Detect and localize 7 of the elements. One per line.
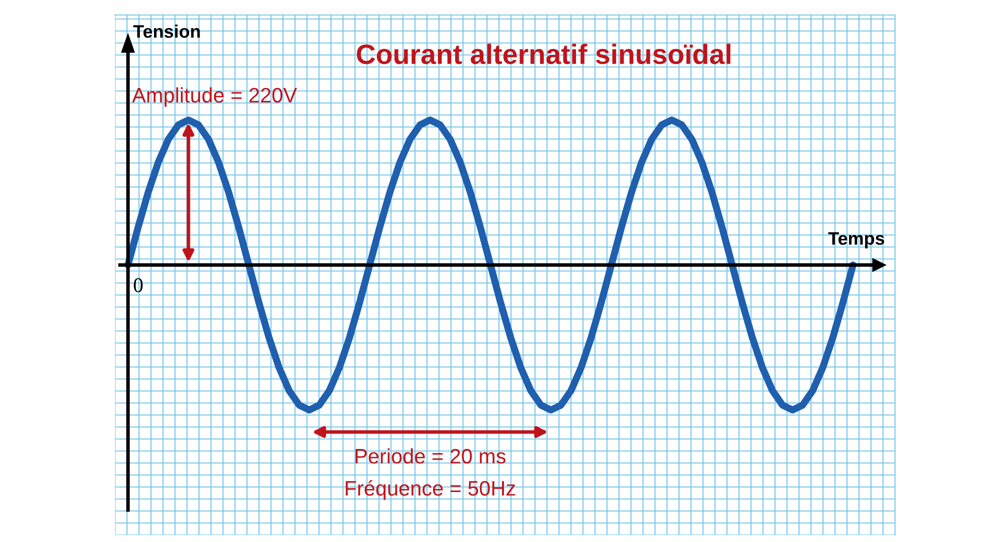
text: Periode = 20 ms — [356, 448, 506, 464]
chart-title: Courant alternatif sinusoïdal — [356, 44, 730, 64]
annotation: 0 — [134, 278, 143, 292]
y-axis-title: Tension — [133, 24, 200, 38]
text: Fréquence = 50Hz — [346, 480, 516, 500]
x-axis-title: Temps — [828, 232, 884, 248]
text: Amplitude = 220V — [132, 87, 297, 107]
